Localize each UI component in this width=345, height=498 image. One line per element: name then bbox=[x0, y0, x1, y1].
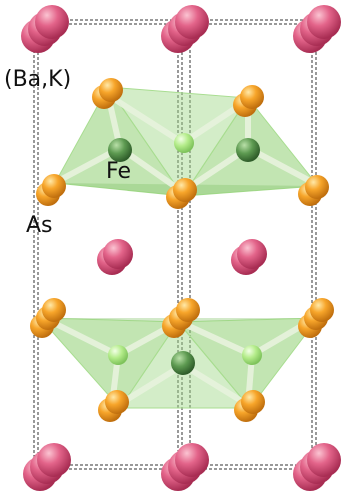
ba-k-atom bbox=[103, 239, 133, 269]
fe-atom-light bbox=[174, 133, 194, 153]
top-feas-layer bbox=[36, 78, 329, 209]
as-atom bbox=[173, 178, 197, 202]
ba-k-atom bbox=[175, 443, 209, 477]
as-atom bbox=[42, 174, 66, 198]
fe-atom-light bbox=[242, 345, 262, 365]
ba-k-atom bbox=[307, 5, 341, 39]
as-atom bbox=[305, 175, 329, 199]
ba-k-atom bbox=[237, 239, 267, 269]
as-atom bbox=[42, 298, 66, 322]
ba-k-atom bbox=[37, 443, 71, 477]
ba-k-atom bbox=[35, 5, 69, 39]
as-atom bbox=[105, 390, 129, 414]
as-atom bbox=[240, 85, 264, 109]
as-atom bbox=[241, 390, 265, 414]
label-fe: Fe bbox=[106, 159, 131, 184]
as-atom bbox=[310, 298, 334, 322]
label-ba-k: (Ba,K) bbox=[4, 67, 71, 92]
fe-atom-light bbox=[108, 345, 128, 365]
as-atom bbox=[176, 298, 200, 322]
ba-k-atom bbox=[307, 443, 341, 477]
fe-atom bbox=[171, 351, 195, 375]
ba-k-atoms bbox=[21, 5, 341, 491]
label-as: As bbox=[26, 213, 53, 238]
fe-atom bbox=[236, 138, 260, 162]
as-atom bbox=[99, 78, 123, 102]
fe-atom bbox=[108, 138, 132, 162]
ba-k-atom bbox=[175, 5, 209, 39]
bottom-feas-layer bbox=[30, 298, 334, 422]
